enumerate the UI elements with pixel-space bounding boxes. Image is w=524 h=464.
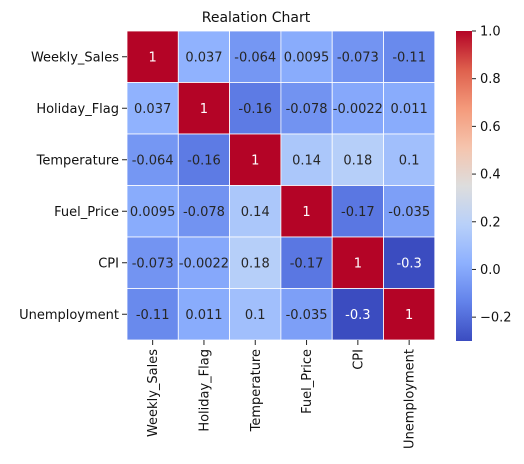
heatmap-cell [229, 30, 282, 83]
cell-annotation: 0.011 [391, 102, 428, 117]
column-label: Fuel_Price [300, 349, 315, 414]
column-labels: Weekly_Sales Holiday_Flag Temperature Fuel_… [146, 340, 418, 449]
colorbar-tick-label: 0.2 [480, 215, 501, 230]
heatmap-cell [280, 133, 333, 186]
column-label: CPI [351, 349, 366, 370]
cell-annotation: 0.1 [399, 153, 420, 168]
heatmap-cell [126, 288, 179, 341]
row-label: Holiday_Flag [36, 102, 119, 117]
cell-annotation: -0.064 [132, 153, 174, 168]
cell-annotation: -0.3 [396, 256, 421, 271]
cell-annotation: -0.16 [187, 153, 221, 168]
chart-title: Realation Chart [202, 10, 311, 26]
cell-annotation: 0.1 [245, 308, 266, 323]
heatmap-cell [383, 185, 436, 238]
colorbar-tick-label: 0.0 [480, 263, 501, 278]
cell-annotation: 0.18 [343, 153, 372, 168]
cell-annotation: 0.011 [185, 308, 222, 323]
heatmap-cell [383, 133, 436, 186]
colorbar-tick-label: −0.2 [480, 311, 512, 326]
cell-annotation: 1 [149, 50, 157, 65]
cell-annotation: 0.037 [185, 50, 222, 65]
heatmap-cell [126, 185, 179, 238]
heatmap-cell [126, 30, 179, 83]
row-label: Fuel_Price [54, 205, 119, 220]
heatmap-cell [229, 236, 282, 289]
cell-annotation: 1 [302, 205, 310, 220]
heatmap-cell [331, 236, 384, 289]
row-label: Unemployment [19, 308, 119, 323]
heatmap-cell [331, 133, 384, 186]
heatmap-cell [177, 133, 231, 186]
cell-annotation: -0.078 [183, 205, 225, 220]
heatmap-cell [177, 82, 231, 135]
cell-annotation: -0.3 [345, 308, 370, 323]
cell-annotation: -0.17 [290, 256, 324, 271]
row-labels: Weekly_Sales Holiday_Flag Temperature Fuel_… [19, 50, 127, 323]
cell-annotation: -0.0022 [179, 256, 229, 271]
cell-annotation: 0.18 [241, 256, 270, 271]
cell-annotation: 1 [200, 102, 208, 117]
heatmap-cell [229, 185, 282, 238]
column-label: Weekly_Sales [146, 349, 161, 437]
cell-annotation: -0.078 [286, 102, 328, 117]
cell-annotations: 1 0.037 -0.064 0.0095 -0.073 -0.11 0.037 1 -0.16… [130, 50, 430, 323]
cell-annotation: -0.0022 [333, 102, 383, 117]
heatmap-cell [126, 236, 179, 289]
colorbar-tick-label: 0.4 [480, 168, 501, 183]
column-label: Holiday_Flag [197, 349, 212, 432]
column-label: Unemployment [403, 349, 418, 449]
cell-annotation: -0.073 [132, 256, 174, 271]
cell-annotation: -0.035 [388, 205, 430, 220]
colorbar [456, 31, 472, 341]
row-label: CPI [98, 256, 119, 271]
row-label: Weekly_Sales [31, 50, 119, 65]
row-label: Temperature [36, 153, 119, 168]
cell-annotation: 0.037 [134, 102, 171, 117]
heatmap-cell [177, 30, 231, 83]
heatmap-cell [280, 236, 333, 289]
cell-annotation: 1 [251, 153, 259, 168]
heatmap-cell [280, 185, 333, 238]
cell-annotation: -0.16 [238, 102, 272, 117]
cell-annotation: -0.17 [341, 205, 375, 220]
heatmap-cell [383, 30, 436, 83]
heatmap-cell [383, 82, 436, 135]
heatmap-cells [126, 30, 436, 341]
cell-annotation: -0.073 [337, 50, 379, 65]
heatmap-cell [280, 82, 333, 135]
colorbar-tick-label: 0.8 [480, 72, 501, 87]
colorbar-tick-label: 0.6 [480, 120, 501, 135]
cell-annotation: 1 [405, 308, 413, 323]
cell-annotation: 0.0095 [130, 205, 176, 220]
heatmap-cell [383, 236, 436, 289]
cell-annotation: 1 [354, 256, 362, 271]
cell-annotation: -0.11 [392, 50, 426, 65]
cell-annotation: -0.064 [234, 50, 276, 65]
heatmap-cell [177, 185, 231, 238]
colorbar-tick-label: 1.0 [480, 25, 501, 40]
heatmap-cell [331, 185, 384, 238]
cell-annotation: -0.11 [136, 308, 170, 323]
column-label: Temperature [249, 349, 264, 432]
cell-annotation: 0.14 [241, 205, 270, 220]
colorbar-ticks: 1.0 0.8 0.6 0.4 0.2 0.0 −0.2 [472, 25, 512, 326]
cell-annotation: 0.14 [292, 153, 321, 168]
cell-annotation: 0.0095 [284, 50, 330, 65]
heatmap-cell [383, 288, 436, 341]
heatmap-cell [280, 30, 333, 83]
cell-annotation: -0.035 [286, 308, 328, 323]
